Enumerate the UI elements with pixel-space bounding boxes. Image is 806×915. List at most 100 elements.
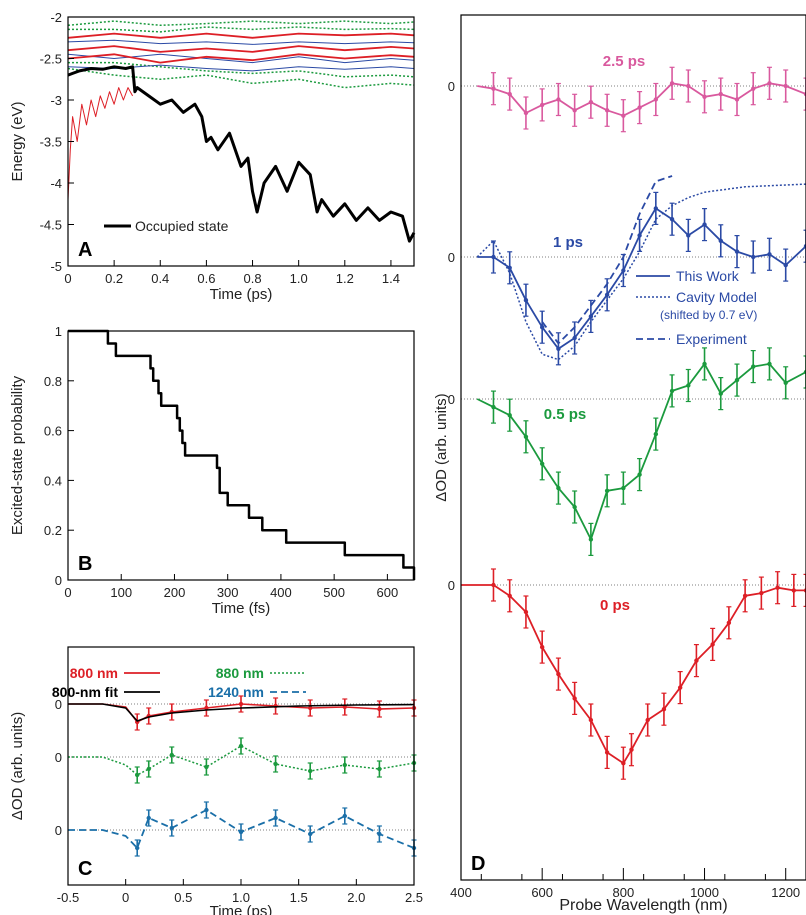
series-1240-nm-point xyxy=(135,845,140,851)
baseline-label: 0 xyxy=(55,697,62,712)
series-0-5-ps-point xyxy=(783,380,788,385)
y-tick-label: -4 xyxy=(50,176,62,191)
series-2-5-ps-point xyxy=(751,86,756,91)
x-tick-label: 2.0 xyxy=(347,890,365,905)
y-tick-label: 1 xyxy=(55,324,62,339)
series-800-nm-point xyxy=(308,705,313,711)
series-880-nm-point xyxy=(135,772,140,778)
x-tick-label: 0 xyxy=(122,890,129,905)
x-tick-label: 0 xyxy=(64,271,71,286)
series-800-nm-point xyxy=(238,701,244,707)
plot-frame-d xyxy=(460,14,806,881)
series-1-ps-point xyxy=(539,325,545,330)
series-1240-nm-point xyxy=(308,831,313,837)
x-tick-label: 600 xyxy=(531,885,553,900)
series-1-ps-point xyxy=(783,262,788,268)
series-0-ps-point xyxy=(677,685,683,690)
series-0-5-ps-point xyxy=(523,434,529,439)
series-2-5-ps-point xyxy=(491,86,496,91)
series-0-ps-point xyxy=(742,593,748,598)
series-2-5-ps-point xyxy=(767,81,772,86)
series-experiment-line xyxy=(541,175,673,345)
y-tick-label: -5 xyxy=(50,259,62,274)
x-tick-label: 0.8 xyxy=(243,271,261,286)
series-0-5-ps-point xyxy=(588,537,594,542)
series-cavity-model-line xyxy=(476,183,806,361)
series-line-occupied-state xyxy=(67,65,416,243)
series-line-state-1 xyxy=(67,87,134,200)
series-2-5-ps-point xyxy=(669,81,675,86)
series-2-5-ps-point xyxy=(734,97,740,102)
series-2-5-ps-point xyxy=(718,91,723,97)
y-tick-label: -2 xyxy=(50,10,62,25)
x-tick-label: 1.0 xyxy=(290,271,308,286)
series-880-nm-point xyxy=(146,766,151,772)
series-0-ps-point xyxy=(629,747,634,752)
series-line-state-3 xyxy=(67,45,415,53)
series-1240-nm-point xyxy=(238,829,244,835)
series-880-nm-point xyxy=(273,761,278,767)
series-1-ps-point xyxy=(734,249,740,254)
annotation-0ps: 0 ps xyxy=(600,597,630,614)
panel-b: 0 100 200 300 400 500 600 Time (fs) 0 0.2 0.4 0.6 0.… xyxy=(9,324,416,617)
series-800-nm-fit-line xyxy=(68,703,415,722)
series-1240-nm-point xyxy=(169,825,174,831)
series-0-5-ps-point xyxy=(539,461,545,466)
legend-entry-experiment: Experiment xyxy=(676,331,747,347)
x-tick-label: 1.4 xyxy=(382,271,400,286)
panel-d: 0 0 0 0 400 600 800 1000 1200 Probe Wavelength (n… xyxy=(433,14,806,914)
series-1-ps-point xyxy=(702,222,707,227)
series-2-5-ps-point xyxy=(783,83,788,89)
legend-entry-occupied-state: Occupied state xyxy=(135,218,229,234)
x-axis-label-a: Time (ps) xyxy=(210,286,273,303)
legend-entry-1240nm: 1240 nm xyxy=(208,684,264,700)
series-0-5-ps-point xyxy=(604,488,610,493)
series-0-ps-point xyxy=(621,761,626,766)
panel-label-d: D xyxy=(471,853,485,875)
x-tick-label: 300 xyxy=(217,585,239,600)
x-tick-label: 600 xyxy=(377,585,399,600)
series-line-state-10 xyxy=(67,67,415,89)
legend-entry-this-work: This Work xyxy=(676,268,740,284)
x-tick-label: -0.5 xyxy=(57,890,79,905)
series-0-ps-point xyxy=(726,620,732,625)
y-tick-label: 0.6 xyxy=(44,424,62,439)
x-tick-label: 1.2 xyxy=(336,271,354,286)
series-line-state-11 xyxy=(68,61,415,78)
plot-frame-a xyxy=(67,16,415,267)
series-1240-nm-point xyxy=(146,815,151,821)
x-tick-label: 100 xyxy=(110,585,132,600)
series-1-ps-point xyxy=(491,254,496,260)
series-0-5-ps-point xyxy=(767,361,772,367)
series-line-state-5 xyxy=(67,39,415,45)
series-1-ps-point xyxy=(767,252,772,257)
series-2-5-ps-point xyxy=(588,100,594,105)
y-tick-label: -3.5 xyxy=(40,135,62,150)
series-2-5-ps-point xyxy=(604,108,610,113)
annotation-1ps: 1 ps xyxy=(553,234,583,251)
panel-label-c: C xyxy=(78,858,92,880)
series-line-state-8 xyxy=(67,20,415,27)
x-tick-label: 800 xyxy=(613,885,635,900)
series-880-nm-point xyxy=(169,752,174,758)
series-0-5-ps-point xyxy=(702,361,707,367)
series-2-5-ps-point xyxy=(637,105,642,110)
series-1-ps-line xyxy=(477,207,806,350)
x-tick-label: 0.4 xyxy=(151,271,169,286)
series-0-ps-point xyxy=(572,696,577,701)
legend-entry-800nm: 800 nm xyxy=(70,665,118,681)
panel-c: 0 0 0 -0.5 0 0.5 1.0 1.5 2.0 2.5 Time (ps) ΔOD (arb… xyxy=(9,646,423,915)
series-1-ps-point xyxy=(507,265,512,270)
x-tick-label: 0.5 xyxy=(174,890,192,905)
series-2-5-ps-point xyxy=(686,83,691,89)
baseline-label: 0 xyxy=(448,250,455,265)
panel-label-a: A xyxy=(78,239,92,261)
series-0-ps-point xyxy=(523,609,529,615)
series-0-5-ps-point xyxy=(718,391,723,396)
series-1-ps-point xyxy=(653,206,659,211)
annotation-0-5ps: 0.5 ps xyxy=(544,406,587,423)
series-1-ps-point xyxy=(621,268,626,273)
series-0-ps-point xyxy=(775,585,780,590)
series-0-ps-point xyxy=(759,590,764,596)
